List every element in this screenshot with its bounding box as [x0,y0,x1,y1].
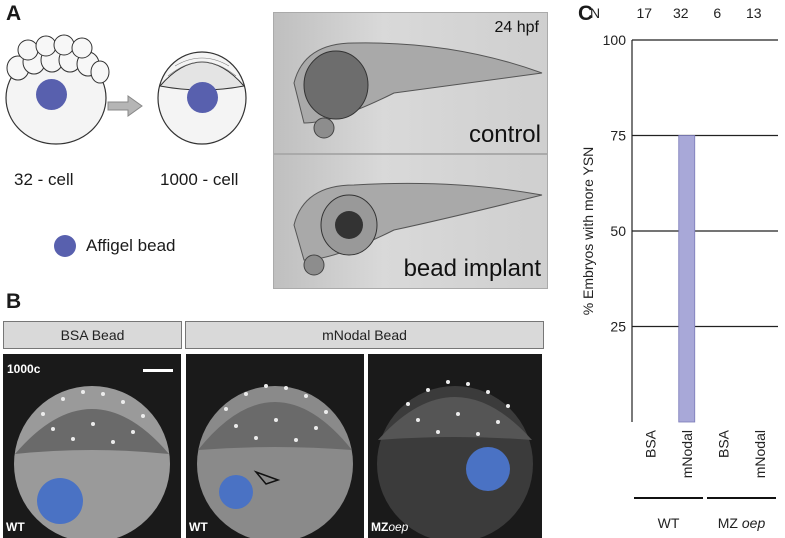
bead-wt-bsa [37,478,83,524]
legend-affigel-bead: Affigel bead [86,236,176,255]
timepoint-label: 24 hpf [494,19,539,36]
larva-bead-implant-image [293,182,543,276]
bead-wt-mnodal [219,475,253,509]
micrograph-wt-bsa: 1000c WT [3,354,181,538]
panel-a-letter: A [6,2,22,25]
n-header: N [590,5,600,21]
y-tick-label: 25 [610,319,626,335]
micrograph-mzoep-mnodal: MZoep [368,354,542,538]
label-32-cell: 32 - cell [14,170,74,189]
panel-b-letter: B [6,290,22,313]
bead-1000-cell [187,82,218,113]
y-axis-label: % Embryos with more YSN [580,147,596,316]
n-value: 32 [673,5,689,21]
larva-control-image [293,42,543,139]
stage-label: 1000c [7,362,41,376]
group-label: MZ oep [718,515,766,531]
y-tick-label: 75 [610,128,626,144]
micrograph-wt-mnodal: WT [186,354,364,538]
bead-mzoep-mnodal [466,447,510,491]
genotype-label-3: MZoep [371,520,409,534]
panel-c-letter: C [578,2,594,25]
header-bsa-bead: BSA Bead [3,321,182,349]
affigel-bead-icon [54,235,76,257]
embryo-32-cell-sketch [5,34,110,145]
group-label: WT [658,515,680,531]
category-label: mNodal [679,430,695,478]
scale-bar [143,369,173,372]
category-label: BSA [715,429,731,458]
n-value: 17 [636,5,652,21]
ysn-bar-chart: 25 50 75 100 % Embryos with more YSN N 17 32 6 13… [580,5,778,531]
y-tick-label: 50 [610,223,626,239]
bead-32-cell [36,79,67,110]
category-label: mNodal [752,430,768,478]
genotype-label-1: WT [6,520,25,534]
y-tick-label: 100 [603,32,627,48]
control-label: control [468,121,541,148]
arrow-icon [107,95,143,117]
n-value: 13 [746,5,762,21]
arrowhead-icon [253,470,281,485]
photo-control: 24 hpf control [273,12,548,154]
n-value: 6 [713,5,721,21]
header-mnodal-bead: mNodal Bead [185,321,544,349]
bar-1 [678,135,696,423]
category-label: BSA [642,429,658,458]
label-1000-cell: 1000 - cell [160,170,239,189]
bead-implant-label: bead implant [403,255,541,282]
photo-bead-implant: bead implant [273,154,548,289]
genotype-label-2: WT [189,520,208,534]
embryo-sketches [5,34,247,145]
